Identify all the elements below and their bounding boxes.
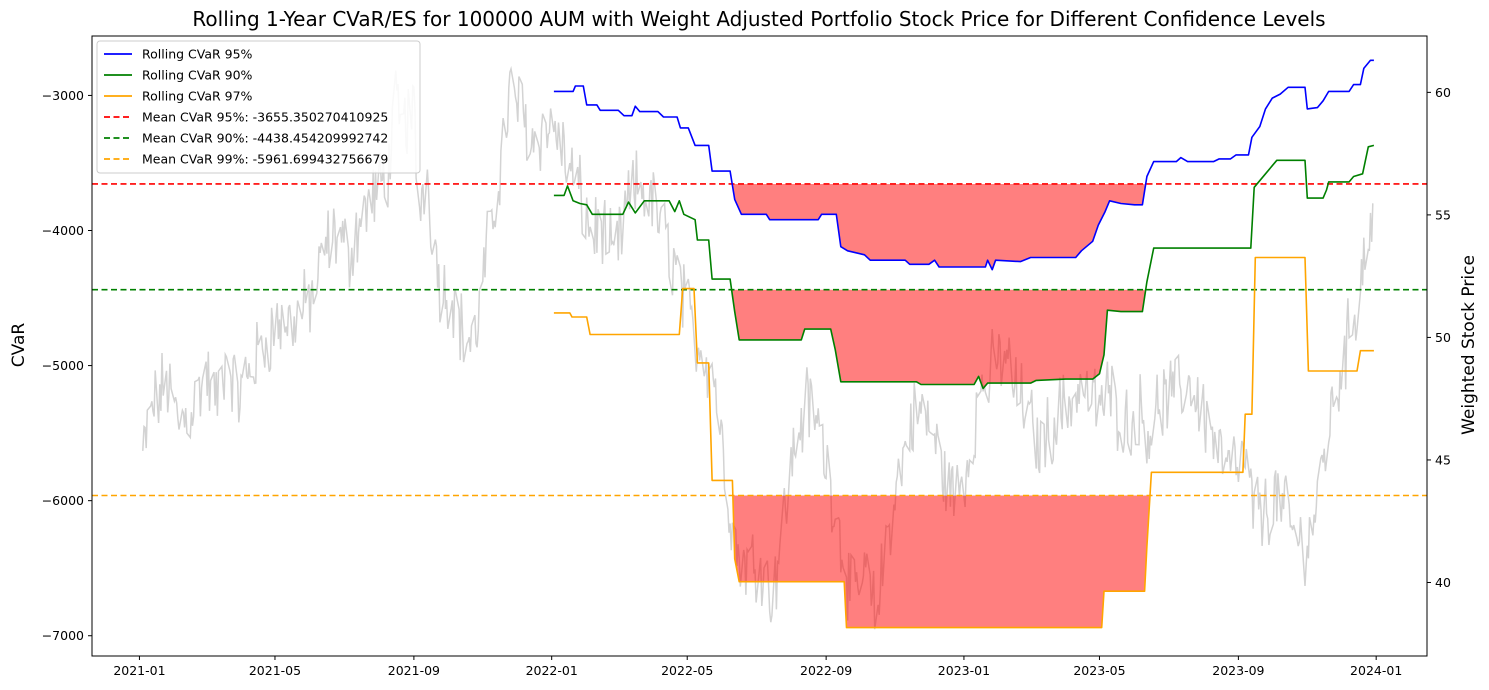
mean-lines-layer: [92, 183, 1427, 497]
legend-label: Mean CVaR 95%: -3655.350270410925: [142, 110, 388, 125]
legend-label: Mean CVaR 90%: -4438.454209992742: [142, 131, 388, 146]
x-tick-label: 2021-05: [249, 663, 301, 678]
y2-tick-label: 45: [1435, 452, 1451, 467]
shortfall-area-cvar99: [733, 495, 1150, 628]
stock-price-layer: [142, 65, 1374, 630]
legend-label: Rolling CVaR 95%: [142, 47, 253, 62]
x-tick-label: 2022-09: [800, 663, 852, 678]
y2-tick-label: 55: [1435, 207, 1451, 222]
x-tick-label: 2023-01: [938, 663, 990, 678]
cvar-series-layer: [553, 59, 1375, 629]
x-tick-label: 2022-01: [526, 663, 578, 678]
y-tick-label: −4000: [42, 223, 84, 238]
x-tick-label: 2022-05: [661, 663, 713, 678]
y-tick-label: −3000: [42, 88, 84, 103]
x-tick-label: 2024-01: [1350, 663, 1402, 678]
cvar97-line: [553, 256, 1374, 629]
chart-title: Rolling 1-Year CVaR/ES for 100000 AUM wi…: [192, 7, 1325, 31]
x-tick-label: 2023-05: [1073, 663, 1125, 678]
legend-box: [96, 40, 421, 174]
x-tick-label: 2021-01: [113, 663, 165, 678]
y2-axis-label: Weighted Stock Price: [1459, 255, 1479, 435]
plot-frame: [91, 35, 1428, 657]
stock-price-line: [142, 65, 1374, 630]
y-axis-label: CVaR: [9, 323, 29, 368]
cvar90-line: [553, 144, 1375, 390]
shortfall-area-cvar90: [732, 289, 1145, 389]
cvar95-line: [553, 59, 1374, 271]
y2-tick-label: 60: [1435, 85, 1451, 100]
y-tick-label: −7000: [42, 628, 84, 643]
legend-label: Rolling CVaR 90%: [142, 68, 253, 83]
shortfall-area-cvar95: [732, 184, 1145, 270]
shortfall-fill-layer: [732, 184, 1150, 628]
legend-label: Mean CVaR 99%: -5961.699432756679: [142, 152, 388, 167]
axes-layer: 2021-01 2021-05 2021-09 2022-01 2022-05 2022-…: [42, 35, 1451, 678]
legend-label: Rolling CVaR 97%: [142, 89, 253, 104]
x-tick-label: 2021-09: [388, 663, 440, 678]
y-tick-label: −5000: [42, 358, 84, 373]
legend: Rolling CVaR 95% Rolling CVaR 90% Rolling …: [96, 40, 421, 174]
y2-tick-label: 50: [1435, 330, 1451, 345]
y-tick-label: −6000: [42, 493, 84, 508]
x-tick-label: 2023-09: [1212, 663, 1264, 678]
y2-tick-label: 40: [1435, 575, 1451, 590]
